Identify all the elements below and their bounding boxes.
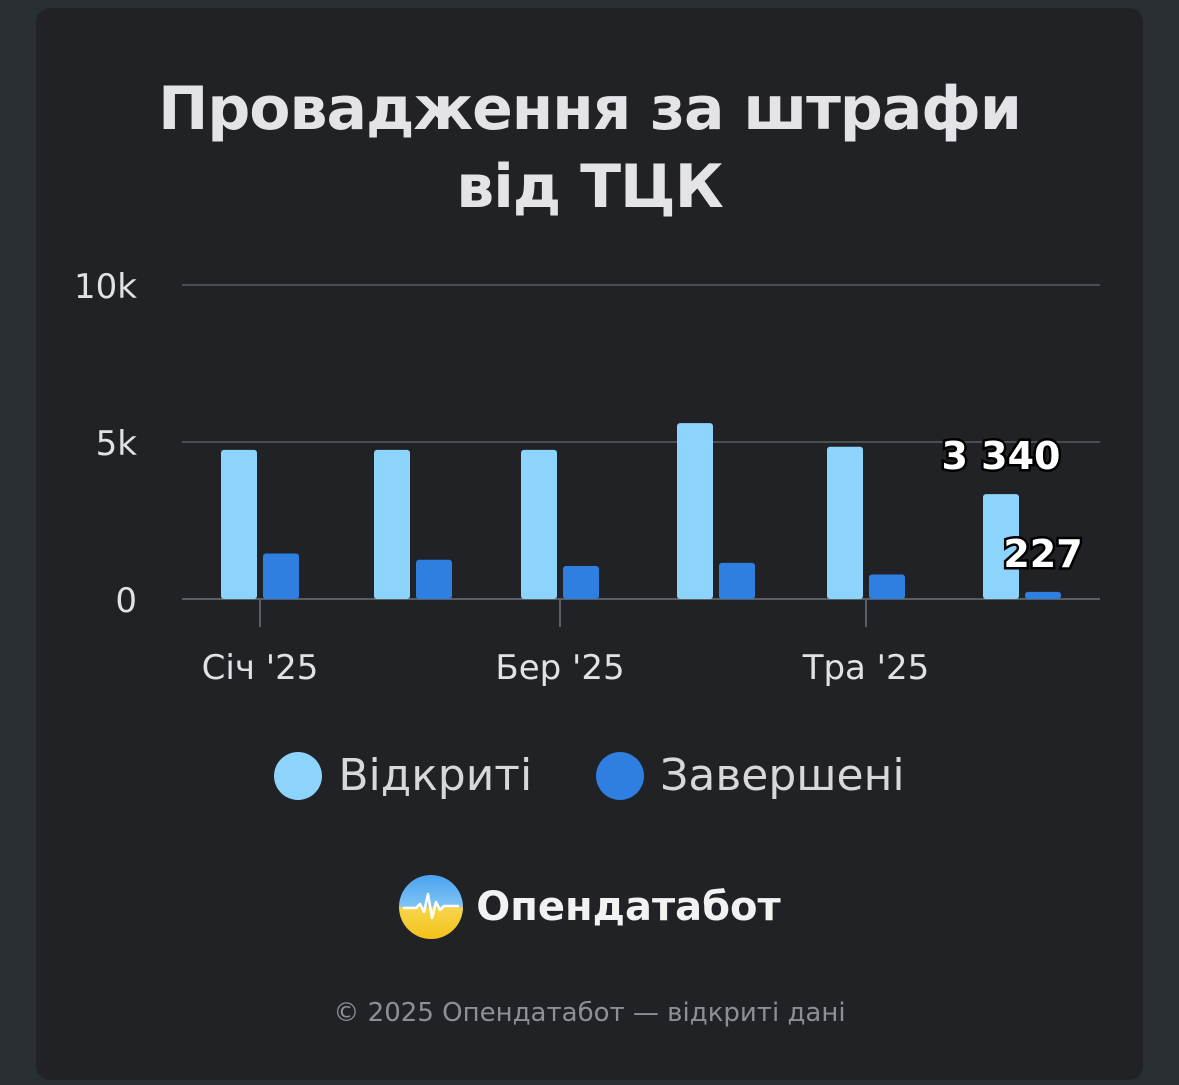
y-tick-label: 10k <box>74 267 137 307</box>
bar-closed <box>719 562 755 599</box>
title-line-2: від ТЦК <box>456 152 724 222</box>
x-tick-label: Січ '25 <box>202 648 319 688</box>
data-label: 3 340 <box>942 434 1061 478</box>
brand-name: Опендатабот <box>476 884 781 930</box>
bar-open <box>374 449 410 599</box>
bar-open <box>677 423 713 599</box>
bar-closed <box>1025 591 1061 599</box>
y-tick-label: 0 <box>115 581 137 621</box>
legend-label-closed: Завершені <box>660 750 905 801</box>
x-tick-label: Бер '25 <box>495 648 624 688</box>
title-line-1: Провадження за штрафи <box>158 74 1022 144</box>
bar-open <box>221 449 257 599</box>
bar-open <box>827 446 863 599</box>
opendatabot-logo-icon <box>399 875 464 939</box>
legend-dot-closed <box>596 751 645 800</box>
legend-item-open[interactable]: Відкриті <box>274 750 532 801</box>
legend-dot-open <box>274 751 323 800</box>
x-tick-label: Тра '25 <box>802 648 930 688</box>
bar-closed <box>869 574 905 599</box>
bar-closed <box>416 559 452 599</box>
legend-label-open: Відкриті <box>338 750 533 801</box>
legend-item-closed[interactable]: Завершені <box>596 750 905 801</box>
bar-open <box>983 494 1019 599</box>
bar-chart: 0 5k 10k Січ '25 Бер '25 Тра '25 3 340 227 <box>74 267 1100 688</box>
footer-text: © 2025 Опендатабот — відкриті дані <box>333 998 846 1028</box>
brand: Опендатабот <box>0 874 1179 940</box>
bar-closed <box>263 553 299 599</box>
bar-closed <box>563 566 599 599</box>
data-label: 227 <box>1003 532 1082 576</box>
bar-open <box>521 449 557 599</box>
chart-card <box>36 8 1143 1080</box>
chart-title: Провадження за штрафи від ТЦК <box>0 70 1179 226</box>
y-tick-label: 5k <box>96 424 138 464</box>
legend: Відкриті Завершені <box>0 750 1179 801</box>
